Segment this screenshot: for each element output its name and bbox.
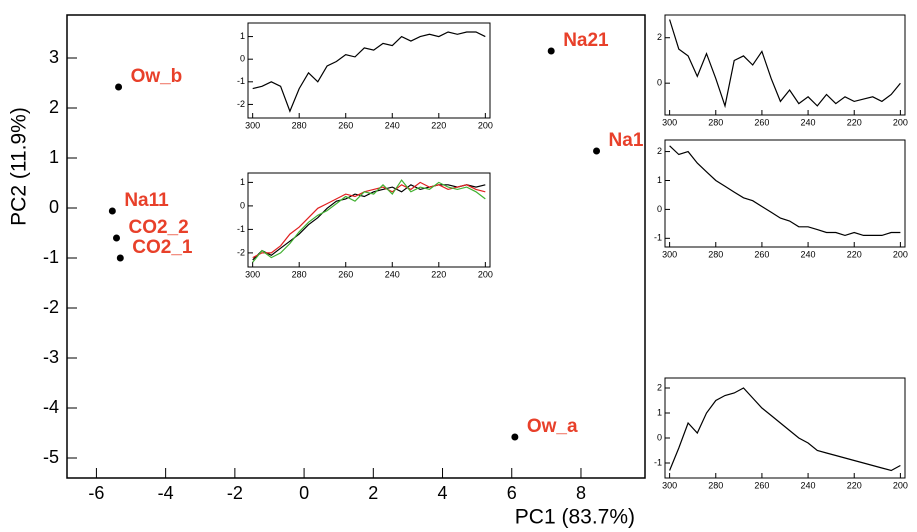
- x-tick-label: 300: [662, 117, 677, 127]
- x-tick-label: 220: [847, 117, 862, 127]
- series-line: [252, 31, 486, 113]
- x-tick-label: 4: [438, 483, 448, 503]
- plot-frame: [247, 172, 491, 268]
- x-tick-label: 280: [292, 269, 307, 279]
- x-tick-label: -4: [158, 483, 174, 503]
- y-tick-label: 1: [49, 147, 59, 167]
- x-tick-label: 200: [478, 120, 493, 130]
- y-tick-label: -1: [43, 247, 59, 267]
- y-axis-label: PC2 (11.9%): [8, 107, 31, 226]
- x-tick-label: 240: [801, 249, 816, 259]
- x-tick-label: 220: [431, 269, 446, 279]
- y-tick-label: -1: [237, 224, 245, 234]
- x-tick-label: 240: [801, 117, 816, 127]
- x-tick-label: 0: [299, 483, 309, 503]
- x-axis-label: PC1 (83.7%): [515, 506, 635, 529]
- y-tick-label: 0: [657, 432, 662, 442]
- y-tick-label: -4: [43, 397, 59, 417]
- plot-frame: [664, 14, 906, 116]
- point-label: Na11: [124, 190, 169, 211]
- y-tick-label: 0: [657, 204, 662, 214]
- point: [593, 147, 601, 155]
- y-tick-label: -1: [237, 76, 245, 86]
- y-tick-label: -2: [237, 247, 245, 257]
- plot-frame: [664, 377, 906, 479]
- y-tick-label: 1: [657, 175, 662, 185]
- x-tick-label: 260: [338, 120, 353, 130]
- point: [108, 207, 116, 215]
- y-tick-label: -3: [43, 347, 59, 367]
- x-tick-label: 260: [754, 249, 769, 259]
- series-line: [252, 184, 486, 261]
- point: [116, 254, 124, 262]
- y-tick-label: 1: [240, 177, 245, 187]
- x-tick-label: 260: [754, 117, 769, 127]
- y-tick-label: -5: [43, 447, 59, 467]
- x-tick-label: 260: [338, 269, 353, 279]
- series-line: [669, 19, 901, 109]
- point-label: CO2_2: [128, 217, 188, 238]
- x-tick-label: 300: [245, 269, 260, 279]
- y-tick-label: 1: [240, 31, 245, 41]
- x-tick-label: 300: [662, 249, 677, 259]
- series-line: [669, 387, 901, 472]
- series-line: [252, 181, 486, 259]
- x-tick-label: 280: [708, 249, 723, 259]
- x-tick-label: 200: [893, 480, 908, 490]
- plot-frame: [247, 22, 491, 119]
- x-tick-label: 280: [708, 480, 723, 490]
- x-tick-label: 2: [368, 483, 378, 503]
- y-tick-label: 0: [240, 54, 245, 64]
- point-label: Ow_b: [131, 66, 183, 87]
- x-tick-label: 280: [708, 117, 723, 127]
- point-label: Na1: [609, 130, 644, 151]
- series-line: [252, 179, 486, 263]
- y-tick-label: 0: [49, 197, 59, 217]
- y-tick-label: 0: [240, 200, 245, 210]
- x-tick-label: 8: [576, 483, 586, 503]
- x-tick-label: 300: [662, 480, 677, 490]
- point: [112, 234, 120, 242]
- x-tick-label: 6: [507, 483, 517, 503]
- x-tick-label: 200: [893, 117, 908, 127]
- series-line: [669, 145, 901, 237]
- point-label: Ow_a: [527, 416, 578, 437]
- x-tick-label: 260: [754, 480, 769, 490]
- x-tick-label: 240: [385, 269, 400, 279]
- y-tick-label: -2: [43, 297, 59, 317]
- y-tick-label: -1: [654, 457, 662, 467]
- x-tick-label: 220: [431, 120, 446, 130]
- x-tick-label: 220: [847, 480, 862, 490]
- x-tick-label: 200: [893, 249, 908, 259]
- x-tick-label: 280: [292, 120, 307, 130]
- plot-frame: [664, 139, 906, 248]
- x-tick-label: 200: [478, 269, 493, 279]
- point: [511, 433, 519, 441]
- x-tick-label: 240: [801, 480, 816, 490]
- point-label: CO2_1: [132, 237, 193, 258]
- point-label: Na21: [563, 30, 609, 51]
- point: [115, 83, 123, 91]
- x-tick-label: 300: [245, 120, 260, 130]
- y-tick-label: 2: [49, 97, 59, 117]
- x-tick-label: -2: [227, 483, 243, 503]
- y-tick-label: -1: [654, 233, 662, 243]
- point: [547, 47, 555, 55]
- y-tick-label: 1: [657, 407, 662, 417]
- x-tick-label: 240: [385, 120, 400, 130]
- y-tick-label: 2: [657, 382, 662, 392]
- y-tick-label: -2: [237, 99, 245, 109]
- x-tick-label: 220: [847, 249, 862, 259]
- y-tick-label: 0: [657, 78, 662, 88]
- x-tick-label: -6: [88, 483, 104, 503]
- y-tick-label: 2: [657, 146, 662, 156]
- y-tick-label: 2: [657, 32, 662, 42]
- y-tick-label: 3: [49, 47, 59, 67]
